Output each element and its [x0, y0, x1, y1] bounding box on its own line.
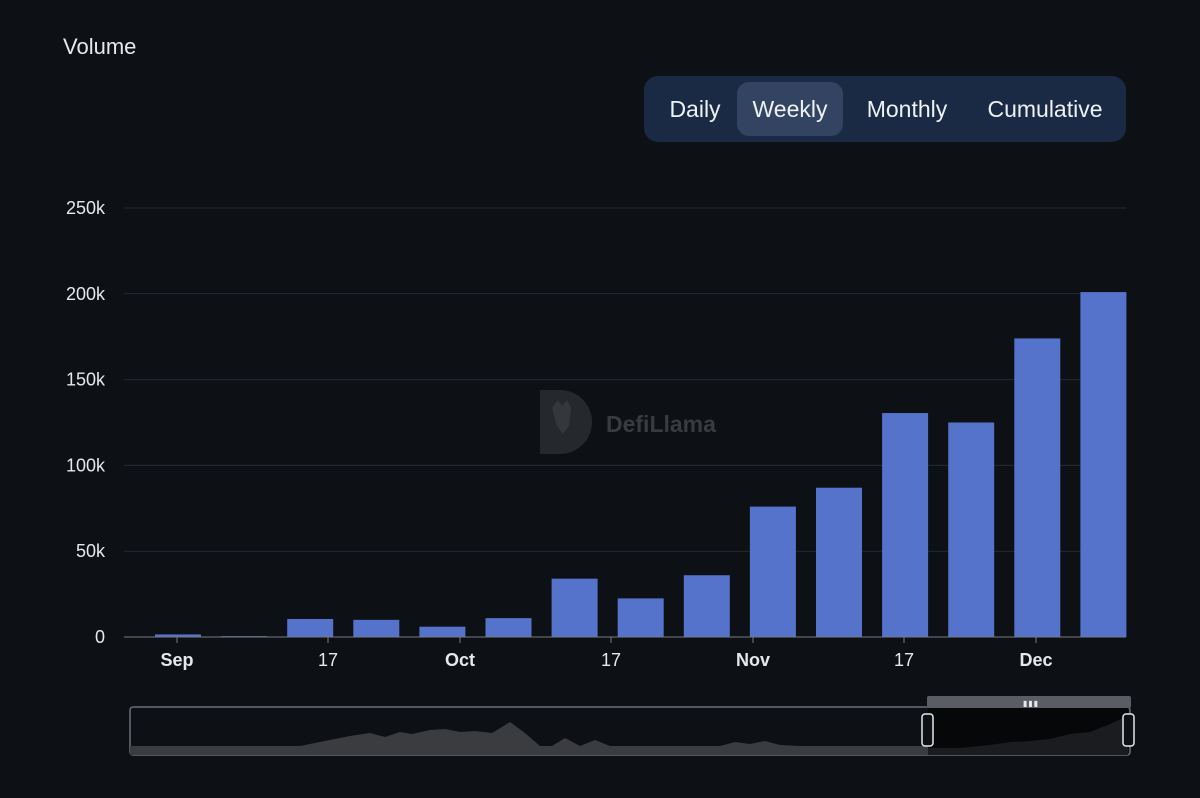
monthly-button[interactable]: Monthly	[866, 95, 948, 122]
y-tick-label: 200k	[66, 284, 106, 304]
bar[interactable]	[551, 578, 598, 637]
bar[interactable]	[683, 575, 730, 637]
x-tick-label: Oct	[445, 650, 475, 670]
bar[interactable]	[882, 413, 929, 637]
defillama-watermark: DefiLlama	[606, 411, 716, 437]
y-tick-label: 0	[95, 627, 105, 647]
bar[interactable]	[1014, 338, 1061, 637]
bar[interactable]	[617, 598, 664, 637]
y-axis-ticks: 0 50k 100k 150k 200k 250k	[66, 198, 106, 647]
brush-right-handle[interactable]	[1122, 713, 1135, 747]
bar[interactable]	[485, 618, 532, 637]
bar[interactable]	[287, 618, 334, 637]
bar[interactable]	[749, 506, 796, 637]
bar[interactable]	[155, 634, 201, 637]
x-tick-label: 17	[601, 650, 621, 670]
weekly-button[interactable]: Weekly	[737, 82, 843, 136]
daily-button[interactable]: Daily	[669, 95, 721, 122]
brush-selected-area	[928, 716, 1128, 755]
x-tick-label: Sep	[160, 650, 193, 670]
brush-drag-bar[interactable]	[927, 696, 1131, 708]
x-tick-label: Nov	[736, 650, 770, 670]
bar[interactable]	[1080, 292, 1127, 637]
defillama-logo: DefiLlama	[540, 390, 716, 454]
bar[interactable]	[816, 487, 862, 637]
x-axis-ticks: Sep 17 Oct 17 Nov 17 Dec	[160, 637, 1053, 670]
volume-title: Volume	[63, 34, 137, 59]
grip-icon: ▮▮▮	[1023, 699, 1040, 708]
bars	[155, 292, 1127, 638]
y-tick-label: 150k	[66, 370, 106, 390]
x-tick-label: 17	[894, 650, 914, 670]
cumulative-button[interactable]: Cumulative	[987, 95, 1103, 122]
x-tick-label: Dec	[1019, 650, 1052, 670]
granularity-toggle: Daily Weekly Monthly Cumulative	[644, 76, 1126, 142]
range-brush[interactable]	[129, 706, 1135, 756]
y-tick-label: 50k	[76, 541, 106, 561]
bar[interactable]	[419, 626, 466, 637]
y-tick-label: 100k	[66, 455, 106, 475]
bar[interactable]	[353, 619, 400, 637]
y-tick-label: 250k	[66, 198, 106, 218]
brush-overview-area	[130, 722, 928, 755]
bar[interactable]	[948, 422, 995, 638]
brush-left-handle[interactable]	[921, 713, 934, 747]
x-tick-label: 17	[318, 650, 338, 670]
